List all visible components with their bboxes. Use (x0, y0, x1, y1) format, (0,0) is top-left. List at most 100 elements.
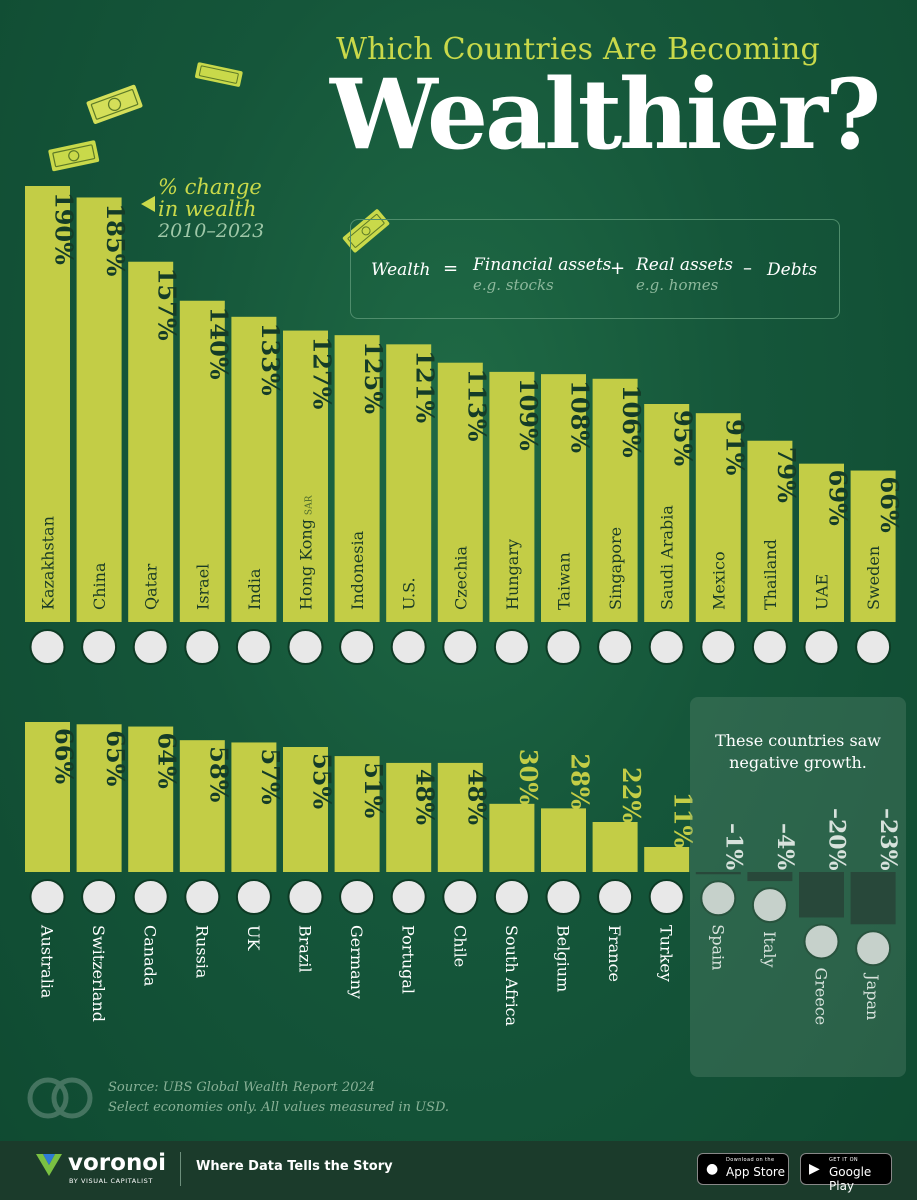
category-label: Singapore (606, 527, 625, 610)
flag-icon (442, 879, 479, 915)
bar-group-russia: 58% Russia (179, 740, 233, 979)
bar-group-sweden: 66% Sweden (850, 470, 904, 665)
bar-group-mexico: 91% Mexico (695, 413, 749, 665)
legend-line-2: in wealth (158, 197, 257, 221)
value-label: 30% (514, 749, 543, 805)
bar-saudi-arabia (644, 404, 690, 622)
app-store-button[interactable]: ● Download on the App Store (697, 1153, 789, 1185)
app-store-big: App Store (726, 1165, 785, 1179)
value-label: 125% (359, 341, 388, 414)
bar-group-belgium: 28% Belgium (541, 753, 595, 992)
google-play-button[interactable]: ▶ GET IT ON Google Play (800, 1153, 892, 1193)
bar-japan (850, 872, 896, 925)
bar-group-indonesia: 125% Indonesia (334, 335, 388, 665)
source-line-2: Select economies only. All values measur… (108, 1100, 450, 1115)
bar-spain (695, 872, 741, 875)
value-label: 11% (669, 792, 698, 848)
value-label: 65% (101, 730, 130, 786)
bar-group-czechia: 113% Czechia (437, 362, 491, 665)
bars-row-bottom: 66% Australia 65% Switzerland 64% Canada 58% Ru… (25, 722, 901, 1027)
flag-icon (390, 879, 427, 915)
formula-debts: Debts (767, 260, 818, 280)
bar-thailand (747, 440, 793, 622)
bar-czechia (437, 362, 483, 622)
value-label: 106% (617, 385, 646, 458)
value-label: 140% (204, 307, 233, 380)
formula-real: Real assets (636, 255, 734, 275)
bar-belgium (541, 808, 586, 872)
bar-group-india: 133% India (231, 316, 285, 665)
category-label: Qatar (142, 563, 161, 610)
flag-icon (132, 879, 169, 915)
flag-icon (751, 887, 788, 924)
bar-kazakhstan (25, 186, 70, 622)
bar-group-canada: 64% Canada (128, 726, 182, 987)
flag-icon (493, 629, 530, 665)
bar-group-singapore: 106% Singapore (592, 378, 646, 665)
bar-group-portugal: 48% Portugal (386, 762, 440, 994)
flag-icon (81, 879, 118, 915)
value-label: 66% (875, 477, 904, 533)
flag-icon (855, 629, 892, 665)
value-label: 28% (566, 753, 595, 809)
bar-group-china: 185% China (76, 197, 130, 665)
flag-icon (390, 629, 427, 665)
arrow-left-icon (141, 196, 155, 212)
value-label: 79% (772, 447, 801, 503)
bar-qatar (128, 261, 174, 622)
category-label: Saudi Arabia (658, 505, 677, 610)
brand-name: voronoi (68, 1150, 166, 1176)
category-label: Chile (450, 925, 469, 967)
flag-icon (287, 629, 324, 665)
category-label: India (245, 568, 264, 610)
money-icon (48, 62, 390, 253)
bar-russia (179, 740, 225, 872)
bar-group-japan: –23% Japan (850, 808, 901, 1020)
source-line-1: Source: UBS Global Wealth Report 2024 (108, 1080, 376, 1095)
bar-group-france: 22% France (592, 767, 646, 982)
brand-byline: BY VISUAL CAPITALIST (69, 1177, 153, 1185)
bar-group-taiwan: 108% Taiwan (541, 374, 595, 665)
bar-group-south-africa: 30% South Africa (489, 749, 543, 1027)
negative-growth-note: These countries saw negative growth. (700, 730, 896, 774)
flag-icon (803, 629, 840, 665)
category-label: UAE (813, 574, 832, 610)
formula-financial: Financial assets (473, 255, 612, 275)
category-label: Israel (193, 564, 212, 610)
value-label: 113% (462, 369, 491, 442)
bar-group-thailand: 79% Thailand (747, 440, 801, 665)
flag-icon (184, 879, 221, 915)
bars-row-top: 190% Kazakhstan 185% China 157% Qatar 140% Isra… (25, 186, 904, 665)
bar-group-kazakhstan: 190% Kazakhstan (25, 186, 79, 665)
value-label: 121% (411, 350, 440, 423)
bar-group-u-s: 121% U.S. (386, 344, 440, 665)
category-label: Hungary (503, 539, 522, 610)
value-label: 64% (153, 733, 182, 789)
value-label: 190% (50, 192, 79, 265)
category-label: Germany (347, 925, 366, 999)
bar-taiwan (541, 374, 586, 622)
bar-group-australia: 66% Australia (25, 722, 79, 999)
flag-icon (339, 629, 376, 665)
value-label: 57% (256, 748, 285, 804)
formula-real-example: e.g. homes (636, 276, 719, 294)
flag-icon (184, 629, 221, 665)
bar-turkey (644, 847, 690, 872)
bar-indonesia (334, 335, 380, 622)
formula-box (350, 219, 840, 319)
flag-icon (803, 923, 840, 960)
category-label: Australia (38, 924, 57, 999)
voronoi-logo-icon (36, 1154, 62, 1176)
bar-italy (747, 872, 793, 882)
category-label: Greece (812, 967, 831, 1025)
category-label: Belgium (554, 925, 573, 992)
flag-icon (235, 879, 272, 915)
category-label: Russia (192, 925, 211, 979)
flag-icon (855, 930, 892, 967)
bar-group-hungary: 109% Hungary (489, 371, 543, 665)
value-label: –1% (720, 823, 746, 870)
bar-group-israel: 140% Israel (179, 300, 233, 665)
category-label: Czechia (451, 545, 470, 610)
bar-brazil (283, 747, 328, 872)
